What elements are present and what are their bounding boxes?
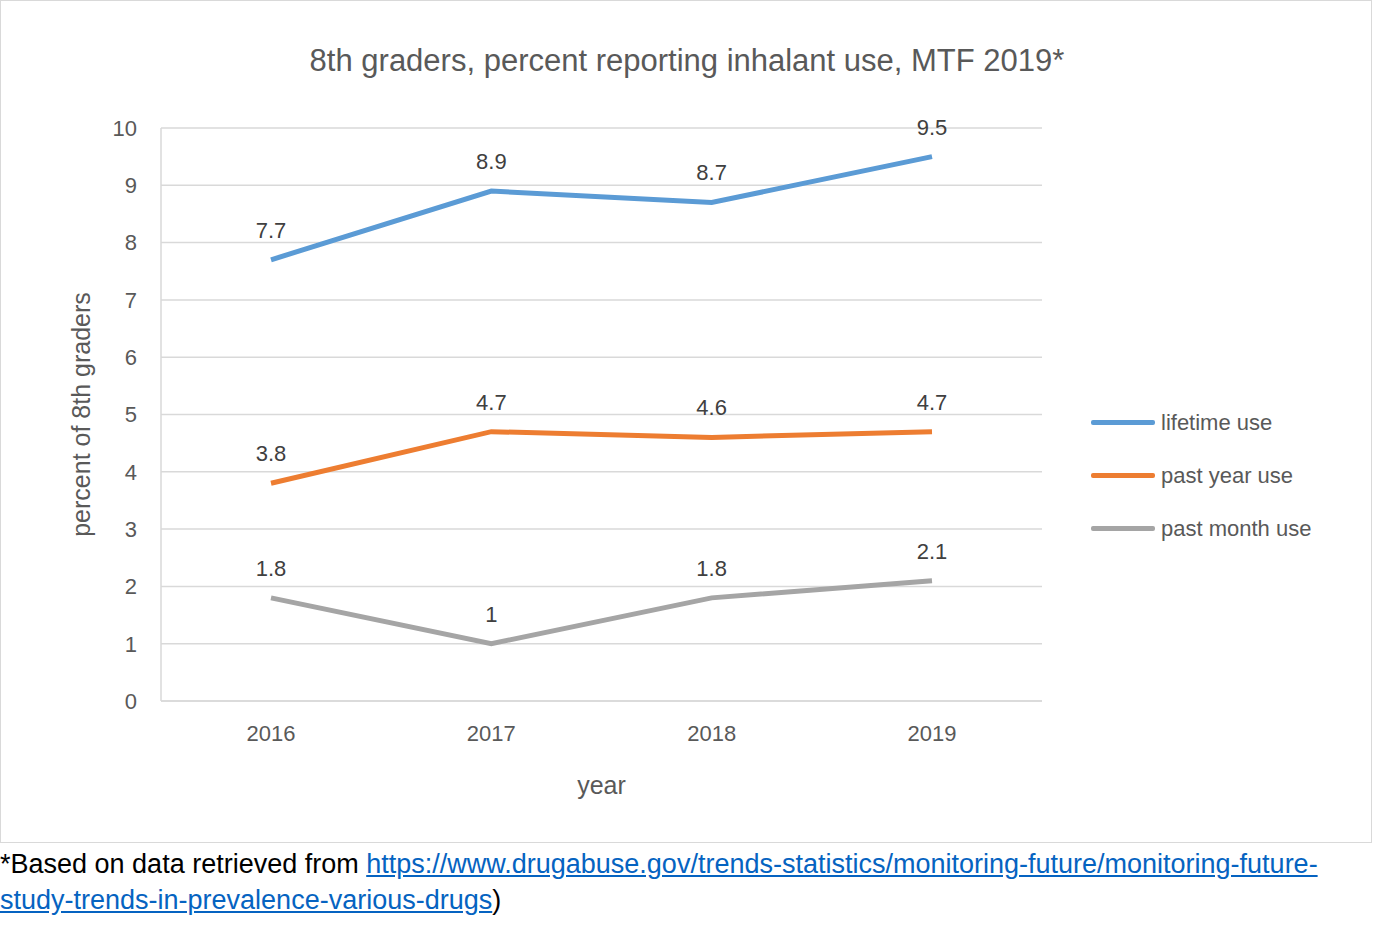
svg-text:1.8: 1.8 [256, 556, 287, 581]
svg-text:7: 7 [125, 288, 137, 313]
svg-text:3: 3 [125, 517, 137, 542]
svg-text:6: 6 [125, 345, 137, 370]
html-text:8th graders, percent reporting: 8th graders, percent reporting inhalant … [309, 43, 1065, 78]
svg-text:year: year [577, 771, 626, 799]
svg-text:2: 2 [125, 574, 137, 599]
html-text:past year use: past year use [1161, 462, 1294, 488]
html-text:*Based on data retrieved from: *Based on data retrieved from https://ww… [0, 849, 1318, 915]
svg-text:2018: 2018 [687, 721, 736, 746]
html-text:past month use: past month use [1161, 515, 1312, 541]
svg-text:4.7: 4.7 [476, 390, 507, 415]
svg-text:1.8: 1.8 [696, 556, 727, 581]
svg-text:3.8: 3.8 [256, 441, 287, 466]
html-text:lifetime use: lifetime use [1161, 409, 1273, 435]
svg-text:2.1: 2.1 [917, 539, 948, 564]
svg-text:10: 10 [113, 116, 137, 141]
svg-text:8.9: 8.9 [476, 149, 507, 174]
svg-text:4: 4 [125, 460, 137, 485]
svg-text:8.7: 8.7 [696, 160, 727, 185]
svg-text:7.7: 7.7 [256, 218, 287, 243]
svg-text:2019: 2019 [908, 721, 957, 746]
svg-text:4.7: 4.7 [917, 390, 948, 415]
svg-text:8: 8 [125, 230, 137, 255]
svg-text:1: 1 [485, 602, 497, 627]
svg-text:9.5: 9.5 [917, 115, 948, 140]
svg-text:1: 1 [125, 632, 137, 657]
svg-text:4.6: 4.6 [696, 395, 727, 420]
svg-text:2016: 2016 [247, 721, 296, 746]
svg-text:9: 9 [125, 173, 137, 198]
svg-text:2017: 2017 [467, 721, 516, 746]
svg-text:percent of 8th graders: percent of 8th graders [67, 292, 95, 537]
svg-text:0: 0 [125, 689, 137, 714]
svg-text:5: 5 [125, 402, 137, 427]
